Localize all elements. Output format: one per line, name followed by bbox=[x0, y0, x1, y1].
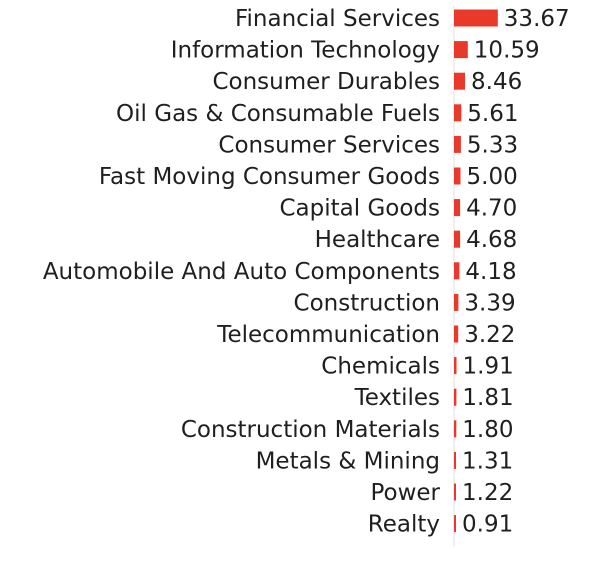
category-label-0: Financial Services bbox=[235, 6, 440, 32]
category-label-9: Construction bbox=[294, 290, 440, 316]
category-labels-group: Financial Services Information Technology… bbox=[43, 6, 441, 538]
bar-14 bbox=[454, 451, 456, 469]
value-label-6: 4.70 bbox=[466, 196, 517, 222]
category-label-2: Consumer Durables bbox=[212, 69, 440, 95]
value-label-14: 1.31 bbox=[462, 448, 513, 474]
bar-4 bbox=[454, 135, 461, 153]
bar-7 bbox=[454, 230, 461, 248]
bar-1 bbox=[454, 41, 468, 59]
value-label-11: 1.91 bbox=[463, 354, 514, 380]
category-label-15: Power bbox=[370, 480, 440, 506]
value-label-12: 1.81 bbox=[462, 385, 513, 411]
category-label-1: Information Technology bbox=[171, 38, 440, 64]
bar-11 bbox=[454, 357, 457, 375]
bar-12 bbox=[454, 388, 457, 406]
value-label-0: 33.67 bbox=[504, 6, 570, 32]
value-label-10: 3.22 bbox=[464, 322, 515, 348]
bars-group bbox=[454, 9, 498, 533]
category-label-4: Consumer Services bbox=[218, 132, 440, 158]
category-label-13: Construction Materials bbox=[181, 417, 440, 443]
category-label-3: Oil Gas & Consumable Fuels bbox=[116, 101, 440, 127]
value-label-5: 5.00 bbox=[467, 164, 518, 190]
category-label-5: Fast Moving Consumer Goods bbox=[99, 164, 440, 190]
bar-2 bbox=[454, 72, 465, 90]
category-label-12: Textiles bbox=[354, 385, 440, 411]
category-label-11: Chemicals bbox=[321, 354, 440, 380]
category-label-14: Metals & Mining bbox=[256, 448, 440, 474]
value-label-15: 1.22 bbox=[462, 480, 513, 506]
value-label-13: 1.80 bbox=[462, 417, 513, 443]
bar-10 bbox=[454, 325, 459, 343]
category-label-6: Capital Goods bbox=[279, 196, 440, 222]
category-label-8: Automobile And Auto Components bbox=[43, 259, 440, 285]
value-label-1: 10.59 bbox=[474, 38, 540, 64]
bar-5 bbox=[454, 167, 461, 185]
value-label-2: 8.46 bbox=[471, 69, 522, 95]
value-labels-group: 33.67 10.59 8.46 5.61 5.33 5.00 4.70 4.68 4.18 3.… bbox=[462, 6, 570, 538]
bar-13 bbox=[454, 420, 457, 438]
category-label-7: Healthcare bbox=[315, 227, 440, 253]
bar-6 bbox=[454, 199, 461, 217]
value-label-4: 5.33 bbox=[467, 132, 518, 158]
bar-8 bbox=[454, 262, 460, 280]
value-label-9: 3.39 bbox=[464, 290, 515, 316]
value-label-3: 5.61 bbox=[467, 101, 518, 127]
bar-0 bbox=[454, 9, 498, 27]
bar-3 bbox=[454, 104, 462, 122]
value-label-7: 4.68 bbox=[466, 227, 517, 253]
value-label-16: 0.91 bbox=[462, 512, 513, 538]
value-label-8: 4.18 bbox=[465, 259, 516, 285]
bar-9 bbox=[454, 293, 459, 311]
bar-15 bbox=[454, 483, 456, 501]
bar-16 bbox=[454, 515, 456, 533]
category-label-10: Telecommunication bbox=[216, 322, 440, 348]
category-label-16: Realty bbox=[368, 512, 440, 538]
